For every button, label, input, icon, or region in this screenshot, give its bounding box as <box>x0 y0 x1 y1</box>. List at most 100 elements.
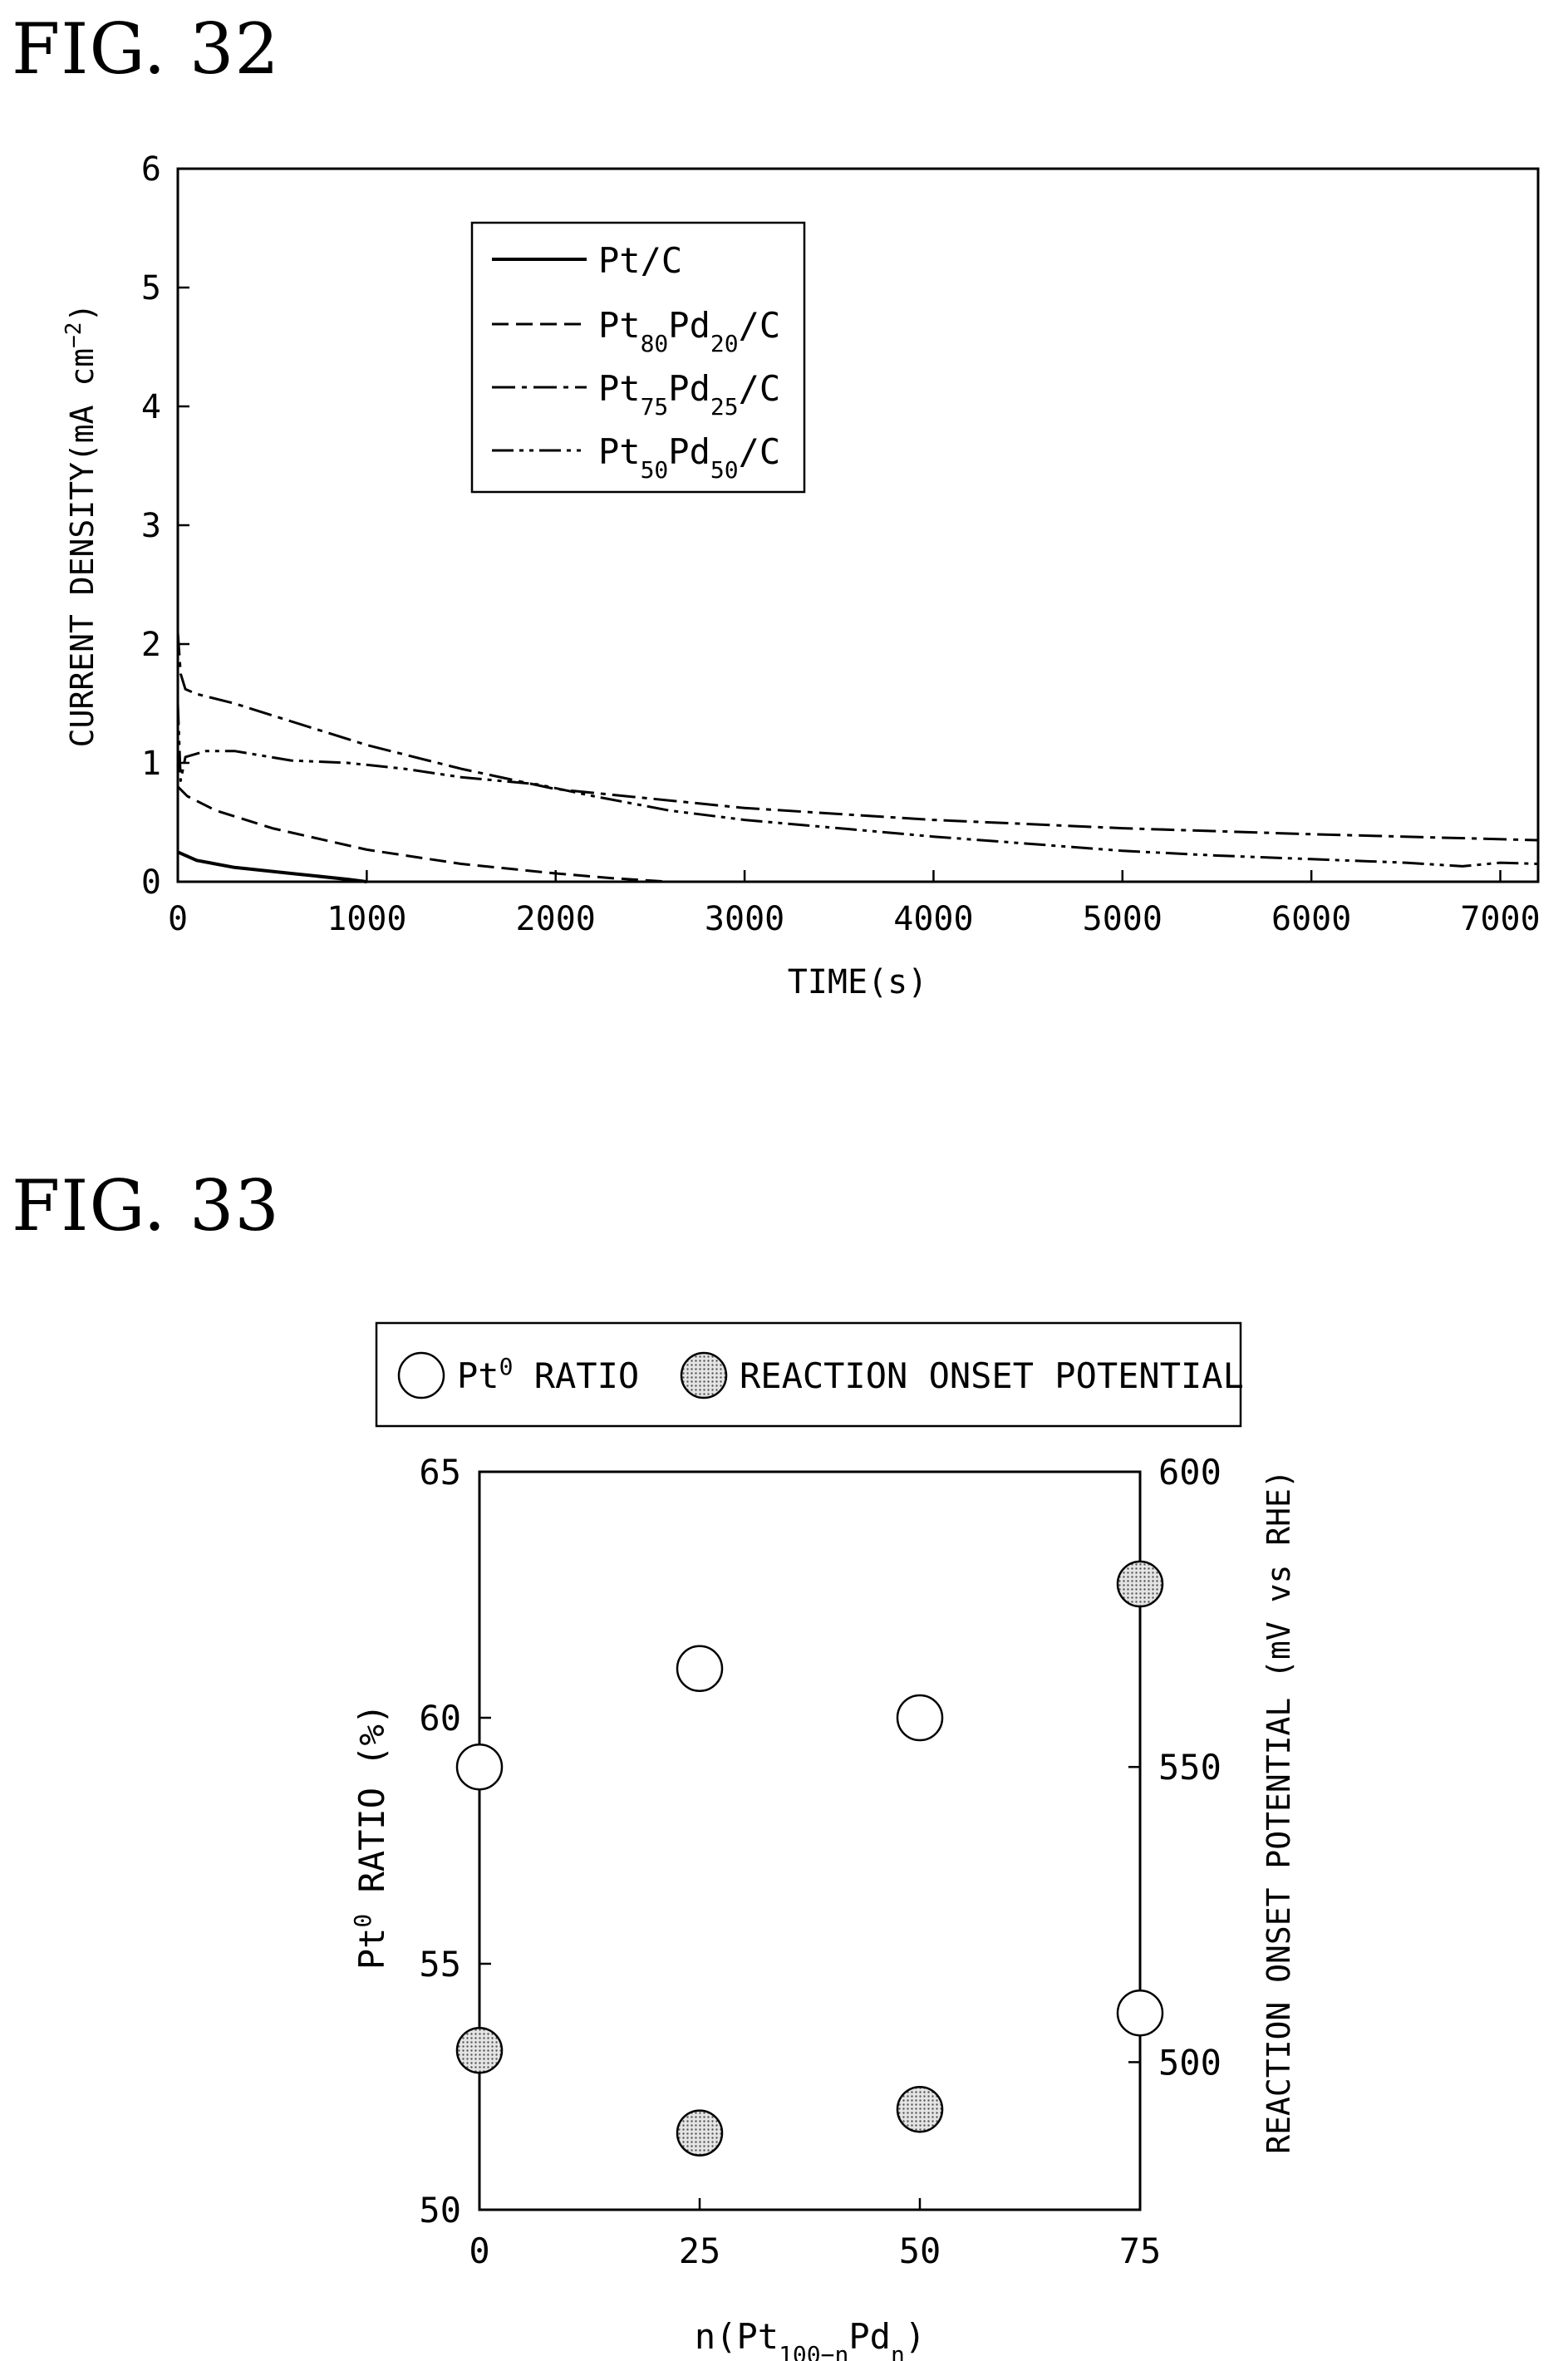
y-tick-labels: 0 1 2 3 4 5 6 <box>141 150 161 902</box>
legend-label-mid: Pd <box>668 305 710 346</box>
legend-label-main: REACTION ONSET POTENTIAL <box>740 1355 1244 1396</box>
y-axis-label-close: ) <box>64 303 101 322</box>
legend-label-main: Pt <box>598 368 641 409</box>
legend-label: Pt50Pd50/C <box>598 431 780 484</box>
legend-marker-open-circle <box>397 1351 445 1399</box>
series-line-3 <box>176 632 1539 842</box>
series-line-2 <box>176 785 670 883</box>
legend-label-sub: 80 <box>641 330 669 357</box>
x-axis-label: TIME(s) <box>788 963 928 1001</box>
x-tick-label: 25 <box>679 2231 721 2271</box>
legend-label-mid: Pd <box>668 431 710 472</box>
legend-label: REACTION ONSET POTENTIAL <box>740 1355 1244 1396</box>
legend-label-sub: 25 <box>710 393 739 421</box>
onset-potential-point <box>676 2109 724 2157</box>
legend-label-mid: Pd <box>668 368 710 409</box>
x-tick-label: 0 <box>168 900 188 938</box>
left-y-axis-label-sup: 0 <box>349 1914 376 1928</box>
legend-label-tail: /C <box>739 305 781 346</box>
left-y-tick-label: 55 <box>419 1944 461 1985</box>
right-y-tick-label: 550 <box>1158 1747 1221 1788</box>
x-tick-label: 7000 <box>1460 900 1540 938</box>
legend-marker-shaded-circle <box>680 1351 728 1399</box>
legend-label: Pt80Pd20/C <box>598 305 780 357</box>
pt0-ratio-point <box>455 1743 504 1791</box>
pt0-ratio-point <box>1116 1989 1164 2037</box>
legend-entry-pt50pd50: Pt50Pd50/C <box>492 431 780 484</box>
onset-potential-point <box>1116 1560 1164 1608</box>
pt0-ratio-point <box>676 1645 724 1693</box>
x-tick-label: 4000 <box>893 900 973 938</box>
legend-box <box>375 1321 1242 1428</box>
right-y-tick-labels: 500 550 600 <box>1158 1452 1221 2083</box>
x-tick-labels: 0 1000 2000 3000 4000 5000 6000 7000 <box>168 900 1541 938</box>
legend-label: Pt0 RATIO <box>457 1353 639 1397</box>
pt0-ratio-point <box>896 1694 944 1742</box>
x-tick-label: 6000 <box>1271 900 1351 938</box>
legend-label-main: Pt/C <box>598 240 682 281</box>
left-y-tick-label: 60 <box>419 1698 461 1739</box>
series-line-1 <box>177 850 367 883</box>
y-tick-label: 5 <box>141 269 161 307</box>
x-axis-label-main: n(Pt <box>695 2316 779 2357</box>
y-tick-label: 4 <box>141 388 161 426</box>
legend-box <box>470 221 806 494</box>
legend-label-main: Pt <box>598 431 641 472</box>
x-tick-label: 2000 <box>516 900 596 938</box>
legend-entry-pt75pd25: Pt75Pd25/C <box>492 368 780 421</box>
right-y-tick-label: 600 <box>1158 1452 1221 1493</box>
y-tick-label: 6 <box>141 150 161 189</box>
y-tick-label: 1 <box>141 745 161 783</box>
legend: Pt/C Pt80Pd20/C Pt75Pd25/C Pt50Pd50/C <box>470 221 806 494</box>
x-axis-label: n(Pt100−nPdn) <box>695 2316 926 2361</box>
figure-33-label: FIG. 33 <box>12 1165 280 1247</box>
x-tick-label: 3000 <box>705 900 784 938</box>
legend-label-sub: 50 <box>710 456 739 484</box>
legend-label-sub: 20 <box>710 330 739 357</box>
legend-label-rest: RATIO <box>513 1355 639 1396</box>
x-tick-label: 75 <box>1119 2231 1162 2271</box>
legend: Pt0 RATIO REACTION ONSET POTENTIAL <box>375 1321 1244 1428</box>
x-tick-label: 1000 <box>327 900 406 938</box>
tick-marks <box>176 167 1502 883</box>
y-tick-label: 2 <box>141 626 161 664</box>
y-tick-label: 3 <box>141 507 161 545</box>
tick-marks <box>478 1470 1142 2211</box>
series-lines <box>176 632 1539 883</box>
left-y-axis-label: Pt0 RATIO (%) <box>349 1704 393 1970</box>
onset-potential-point <box>455 2026 504 2074</box>
x-tick-label: 5000 <box>1083 900 1162 938</box>
plot-frame <box>176 167 1540 883</box>
x-axis-label-sub: 100−n <box>779 2341 848 2361</box>
legend-label: Pt75Pd25/C <box>598 368 780 421</box>
x-axis-label-sub: n <box>891 2341 905 2361</box>
x-axis-label-close: ) <box>905 2316 926 2357</box>
x-tick-label: 0 <box>469 2231 489 2271</box>
right-y-tick-label: 500 <box>1158 2042 1221 2083</box>
y-tick-label: 0 <box>141 863 161 902</box>
x-axis-label-mid: Pd <box>848 2316 891 2357</box>
legend-label-sub: 75 <box>641 393 669 421</box>
left-y-tick-labels: 50 55 60 65 <box>419 1452 461 2231</box>
x-tick-label: 50 <box>899 2231 941 2271</box>
legend-label-sub: 50 <box>641 456 669 484</box>
y-axis-label-main: CURRENT DENSITY(mA cm <box>64 348 101 747</box>
legend-label: Pt/C <box>598 240 682 281</box>
pt-ratio-onset-chart: Pt0 RATIO REACTION ONSET POTENTIAL 50556… <box>349 1321 1297 2361</box>
left-y-axis-label-main: Pt <box>351 1928 392 1970</box>
legend-label-tail: /C <box>739 368 781 409</box>
x-tick-labels: 0 25 50 75 <box>469 2231 1161 2271</box>
legend-entry-pt80pd20: Pt80Pd20/C <box>492 305 780 357</box>
current-density-chart: 0 1 2 3 4 5 6 0 1000 2000 3000 4000 5000 6000 7000 TI… <box>61 150 1541 1001</box>
data-points <box>455 1560 1164 2157</box>
plot-frame <box>478 1470 1142 2211</box>
left-y-axis-label-rest: RATIO (%) <box>351 1704 392 1914</box>
legend-label-main: Pt <box>598 305 641 346</box>
legend-label-tail: /C <box>739 431 781 472</box>
legend-entry-pt-c: Pt/C <box>492 240 682 281</box>
onset-potential-point <box>896 2085 944 2133</box>
y-axis-label: CURRENT DENSITY(mA cm−2) <box>61 303 101 748</box>
left-y-tick-label: 65 <box>419 1452 461 1493</box>
legend-label-main: Pt <box>457 1355 499 1396</box>
